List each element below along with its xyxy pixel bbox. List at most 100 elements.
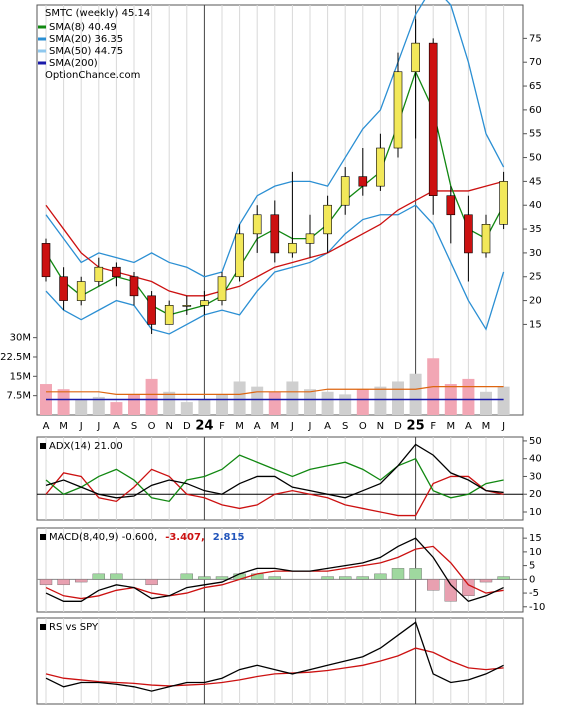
y-tick-label: 60: [529, 105, 542, 116]
histogram-bar: [110, 573, 123, 580]
volume-bar: [233, 381, 246, 415]
volume-bar: [251, 386, 264, 415]
volume-bar: [128, 394, 140, 415]
histogram-bar: [444, 579, 457, 602]
x-tick-label: J: [308, 421, 312, 432]
volume-bar: [180, 402, 193, 415]
candle-body: [411, 42, 420, 73]
panel-frame: [36, 436, 524, 521]
histogram-bar: [462, 579, 475, 597]
volume-bar: [145, 378, 158, 415]
macd-value: -3.407,: [165, 532, 205, 543]
volume-bar: [356, 389, 369, 415]
panel-title: ADX(14) 21.00: [49, 441, 123, 452]
x-tick-label: M: [59, 421, 68, 432]
y-tick-label: 30: [529, 471, 542, 482]
x-tick-label: S: [342, 421, 348, 432]
candle-body: [94, 266, 104, 282]
volume-bar: [480, 391, 492, 415]
volume-bar: [497, 386, 510, 415]
histogram-bar: [74, 579, 88, 583]
x-tick-label: M: [482, 421, 491, 432]
candle-body: [41, 243, 51, 278]
volume-bar: [409, 373, 422, 415]
volume-bar: [198, 399, 211, 415]
x-tick-label: O: [359, 421, 367, 432]
histogram-bar: [92, 573, 106, 580]
y-tick-label: 30M: [10, 333, 31, 344]
y-tick-label: 15M: [10, 371, 31, 382]
x-tick-label: F: [430, 421, 436, 432]
legend-swatch: [38, 49, 46, 53]
panel-title: MACD(8,40,9) -0.600, -3.407, 2.815: [49, 532, 244, 543]
y-tick-label: 5: [529, 561, 535, 572]
histogram-bar: [145, 579, 158, 586]
y-tick-label: 22.5M: [0, 352, 31, 363]
candle-body: [112, 266, 121, 278]
histogram-bar: [321, 576, 334, 580]
volume-bar: [110, 402, 123, 415]
x-tick-label: D: [394, 421, 402, 432]
x-tick-label: 24: [195, 419, 213, 434]
candle-body: [200, 300, 209, 306]
title-swatch: [40, 534, 46, 540]
y-tick-label: 40: [529, 200, 542, 211]
histogram-bar: [497, 576, 510, 580]
volume-bar: [163, 391, 176, 415]
trend-line: [45, 180, 504, 297]
x-tick-label: F: [219, 421, 225, 432]
legend-entry: SMA(200): [49, 58, 98, 69]
legend-swatch: [38, 37, 46, 41]
histogram-bar: [198, 576, 211, 580]
candle-body: [464, 214, 473, 254]
y-tick-label: 0: [529, 574, 535, 585]
histogram-bar: [356, 576, 369, 580]
y-tick-label: 15: [529, 319, 542, 330]
volume-bar: [92, 396, 105, 415]
x-tick-label: M: [446, 421, 455, 432]
x-tick-label: J: [96, 421, 100, 432]
signal-line: [45, 545, 504, 600]
indicator-line: [45, 454, 504, 503]
legend-swatch: [38, 25, 46, 29]
candle-body: [129, 276, 139, 297]
panel-frame: [36, 617, 524, 705]
candle-body: [288, 243, 297, 254]
y-tick-label: 20: [529, 296, 542, 307]
histogram-bar: [57, 579, 70, 586]
x-tick-label: J: [501, 421, 505, 432]
candle-body: [481, 224, 491, 254]
panel-title: RS vs SPY: [49, 622, 99, 633]
x-tick-label: D: [183, 421, 191, 432]
indicator-line: [45, 621, 504, 692]
y-tick-label: 30: [529, 248, 542, 259]
lower-band: [45, 204, 505, 335]
volume-bar: [339, 394, 352, 415]
legend-entry: SMA(20) 36.35: [49, 34, 123, 45]
candle-body: [323, 204, 332, 235]
candle-body: [376, 147, 385, 187]
y-tick-label: 50: [529, 153, 542, 164]
histogram-bar: [374, 573, 387, 580]
candle-body: [147, 295, 156, 325]
panel-frame: [36, 527, 524, 613]
candle-body: [428, 42, 438, 196]
candle-body: [270, 214, 280, 254]
y-tick-label: 25: [529, 272, 542, 283]
candle-body: [446, 195, 456, 216]
y-tick-label: 40: [529, 454, 542, 465]
volume-bar: [321, 391, 334, 415]
upper-band: [45, 0, 505, 278]
legend-swatch: [38, 61, 46, 65]
candle-body: [164, 305, 174, 325]
y-tick-label: 75: [529, 33, 542, 44]
x-tick-label: O: [148, 421, 156, 432]
x-tick-label: A: [113, 421, 120, 432]
candle-body: [340, 176, 350, 206]
y-tick-label: -10: [529, 602, 545, 613]
histogram-bar: [409, 568, 422, 580]
legend-entry: SMA(8) 40.49: [49, 22, 117, 33]
x-tick-label: A: [324, 421, 331, 432]
